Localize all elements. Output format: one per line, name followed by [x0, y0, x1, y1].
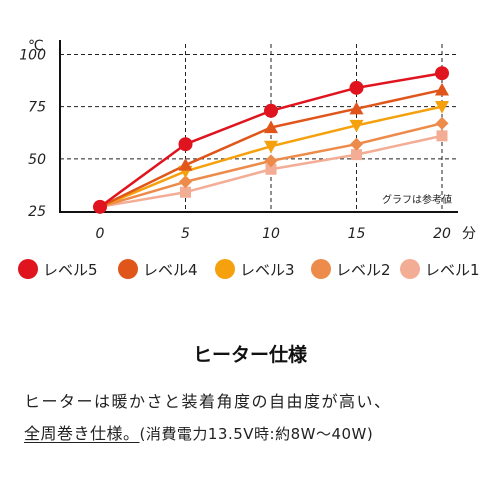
data-point-level1 [265, 163, 277, 175]
chart-note: グラフは参考値 [382, 193, 452, 206]
description-line-1: ヒーターは暖かさと装着角度の自由度が高い、 [24, 392, 392, 411]
legend-label-level2: レベル2 [336, 260, 391, 279]
data-point-level3 [349, 119, 364, 133]
y-tick-label: 50 [28, 152, 46, 168]
description-underlined-text: 全周巻き仕様。 [24, 424, 140, 443]
y-tick-label: 75 [28, 100, 46, 116]
x-tick-label: 15 [348, 226, 366, 242]
data-point-level2 [264, 154, 278, 168]
description-line-2: 全周巻き仕様。(消費電力13.5V時:約8W〜40W) [24, 420, 373, 444]
legend-swatch-level5 [18, 259, 38, 279]
data-point-level2 [435, 116, 449, 130]
data-point-level5 [349, 80, 364, 95]
data-point-level4 [349, 101, 364, 115]
legend-label-level1: レベル1 [425, 260, 480, 279]
legend-item-level1: レベル1 [400, 258, 480, 280]
x-tick-label: 20 [433, 226, 451, 242]
y-tick-label: 25 [28, 204, 46, 220]
data-point-level2 [350, 137, 363, 151]
data-point-level5 [264, 103, 278, 118]
legend-item-level3: レベル3 [215, 258, 295, 280]
chart-legend: レベル5 レベル4 レベル3 レベル2 レベル1 [18, 258, 498, 280]
data-point-level4 [264, 120, 278, 134]
data-point-level1 [351, 149, 362, 161]
data-point-level4 [178, 158, 193, 171]
x-tick-label: 10 [262, 226, 280, 242]
temperature-chart: 25 50 75 100 0 5 10 15 20 ℃ 分 グラフは参考値 [19, 38, 476, 242]
legend-swatch-level2 [311, 259, 331, 279]
data-point-level4 [435, 82, 449, 96]
x-tick-label: 0 [96, 226, 105, 242]
legend-item-level5: レベル5 [18, 258, 98, 280]
data-point-level5 [435, 66, 449, 81]
data-point-level1 [436, 130, 448, 142]
legend-item-level4: レベル4 [118, 258, 198, 280]
data-point-level3 [264, 140, 278, 154]
data-point-level5 [178, 137, 193, 152]
data-point-level2 [179, 175, 192, 189]
y-unit-label: ℃ [28, 38, 44, 54]
data-point-level3 [435, 101, 449, 114]
section-heading: ヒーター仕様 [192, 344, 307, 366]
y-tick-label: 100 [19, 47, 46, 63]
legend-swatch-level1 [400, 259, 420, 279]
legend-label-level5: レベル5 [43, 260, 98, 279]
data-point-level1 [180, 186, 191, 198]
description-power-spec: (消費電力13.5V時:約8W〜40W) [139, 425, 374, 443]
legend-label-level3: レベル3 [240, 260, 295, 279]
data-point-level5 [93, 199, 107, 214]
x-unit-label: 分 [462, 226, 476, 242]
x-tick-label: 5 [181, 226, 190, 242]
legend-swatch-level3 [215, 259, 235, 279]
legend-item-level2: レベル2 [311, 258, 391, 280]
legend-swatch-level4 [118, 259, 138, 279]
legend-label-level4: レベル4 [143, 260, 198, 279]
